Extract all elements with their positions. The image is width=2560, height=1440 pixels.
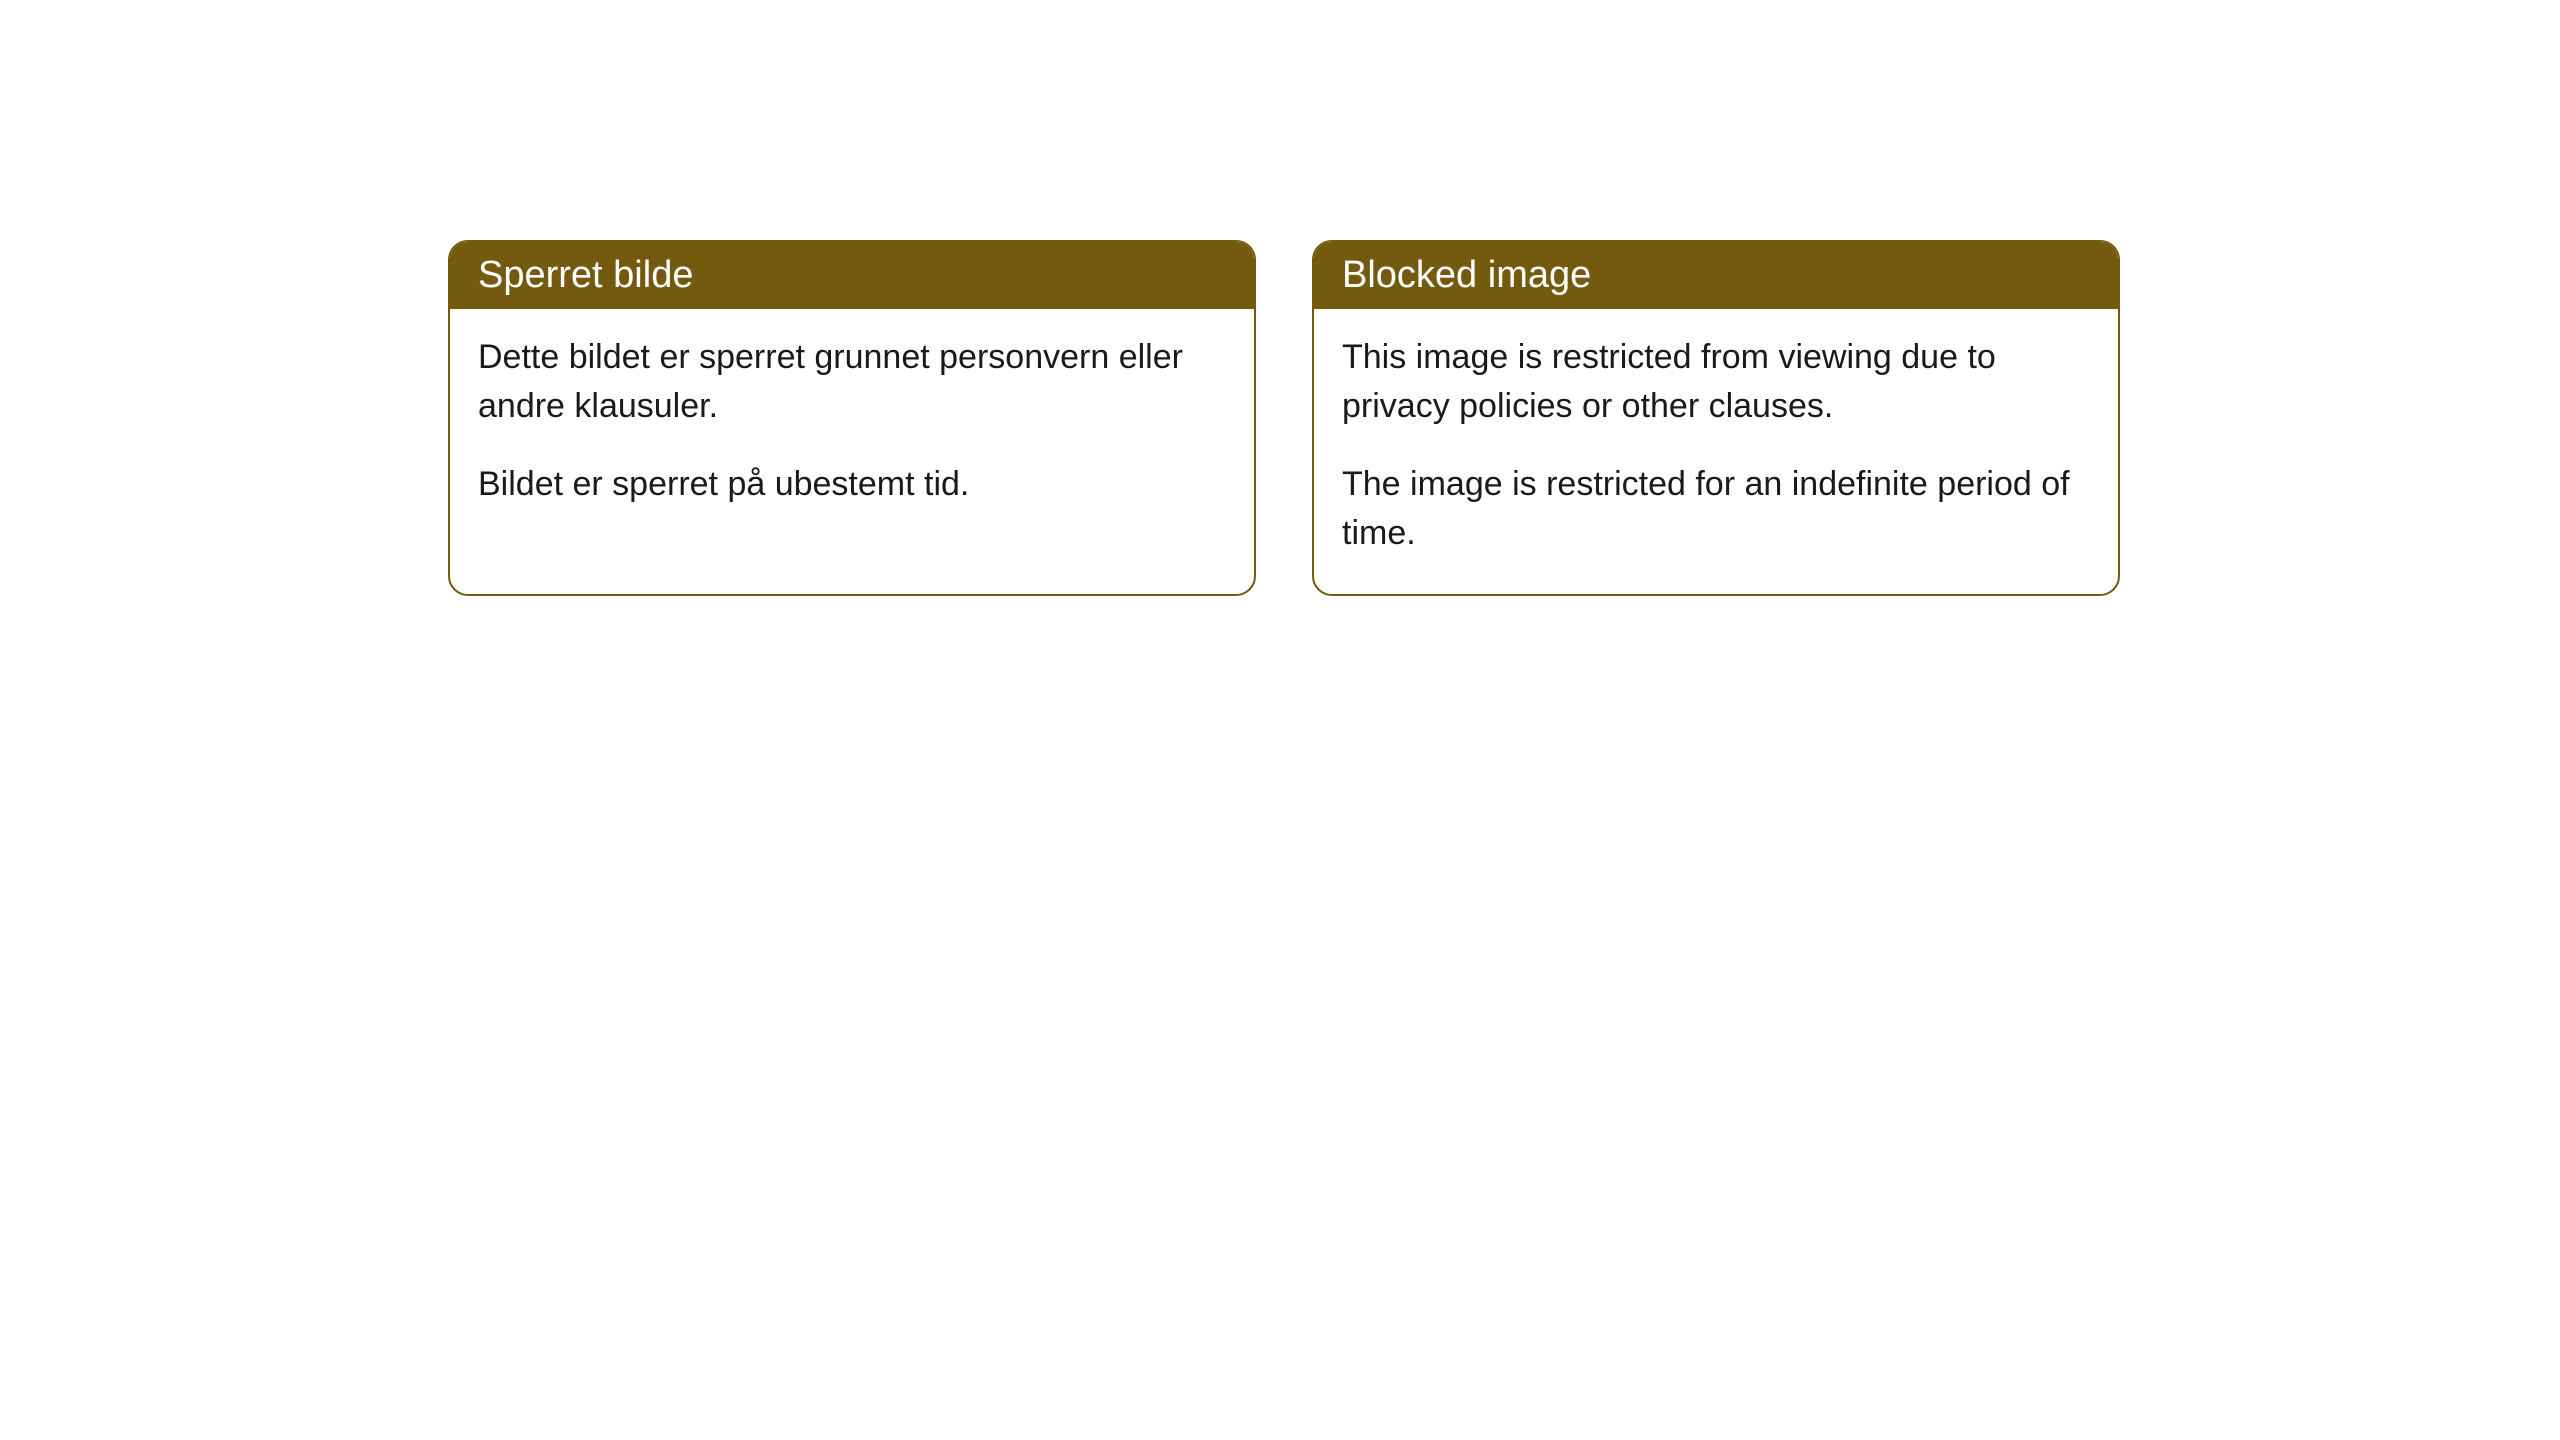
card-body: This image is restricted from viewing du… — [1314, 309, 2118, 594]
card-paragraph-1: This image is restricted from viewing du… — [1342, 333, 2090, 432]
card-header: Blocked image — [1314, 242, 2118, 309]
card-paragraph-1: Dette bildet er sperret grunnet personve… — [478, 333, 1226, 432]
notice-container: Sperret bilde Dette bildet er sperret gr… — [0, 0, 2560, 596]
card-paragraph-2: Bildet er sperret på ubestemt tid. — [478, 460, 1226, 509]
card-body: Dette bildet er sperret grunnet personve… — [450, 309, 1254, 545]
card-paragraph-2: The image is restricted for an indefinit… — [1342, 460, 2090, 559]
card-title: Sperret bilde — [478, 254, 693, 296]
card-title: Blocked image — [1342, 254, 1591, 296]
blocked-image-card-english: Blocked image This image is restricted f… — [1312, 240, 2120, 596]
blocked-image-card-norwegian: Sperret bilde Dette bildet er sperret gr… — [448, 240, 1256, 596]
card-header: Sperret bilde — [450, 242, 1254, 309]
